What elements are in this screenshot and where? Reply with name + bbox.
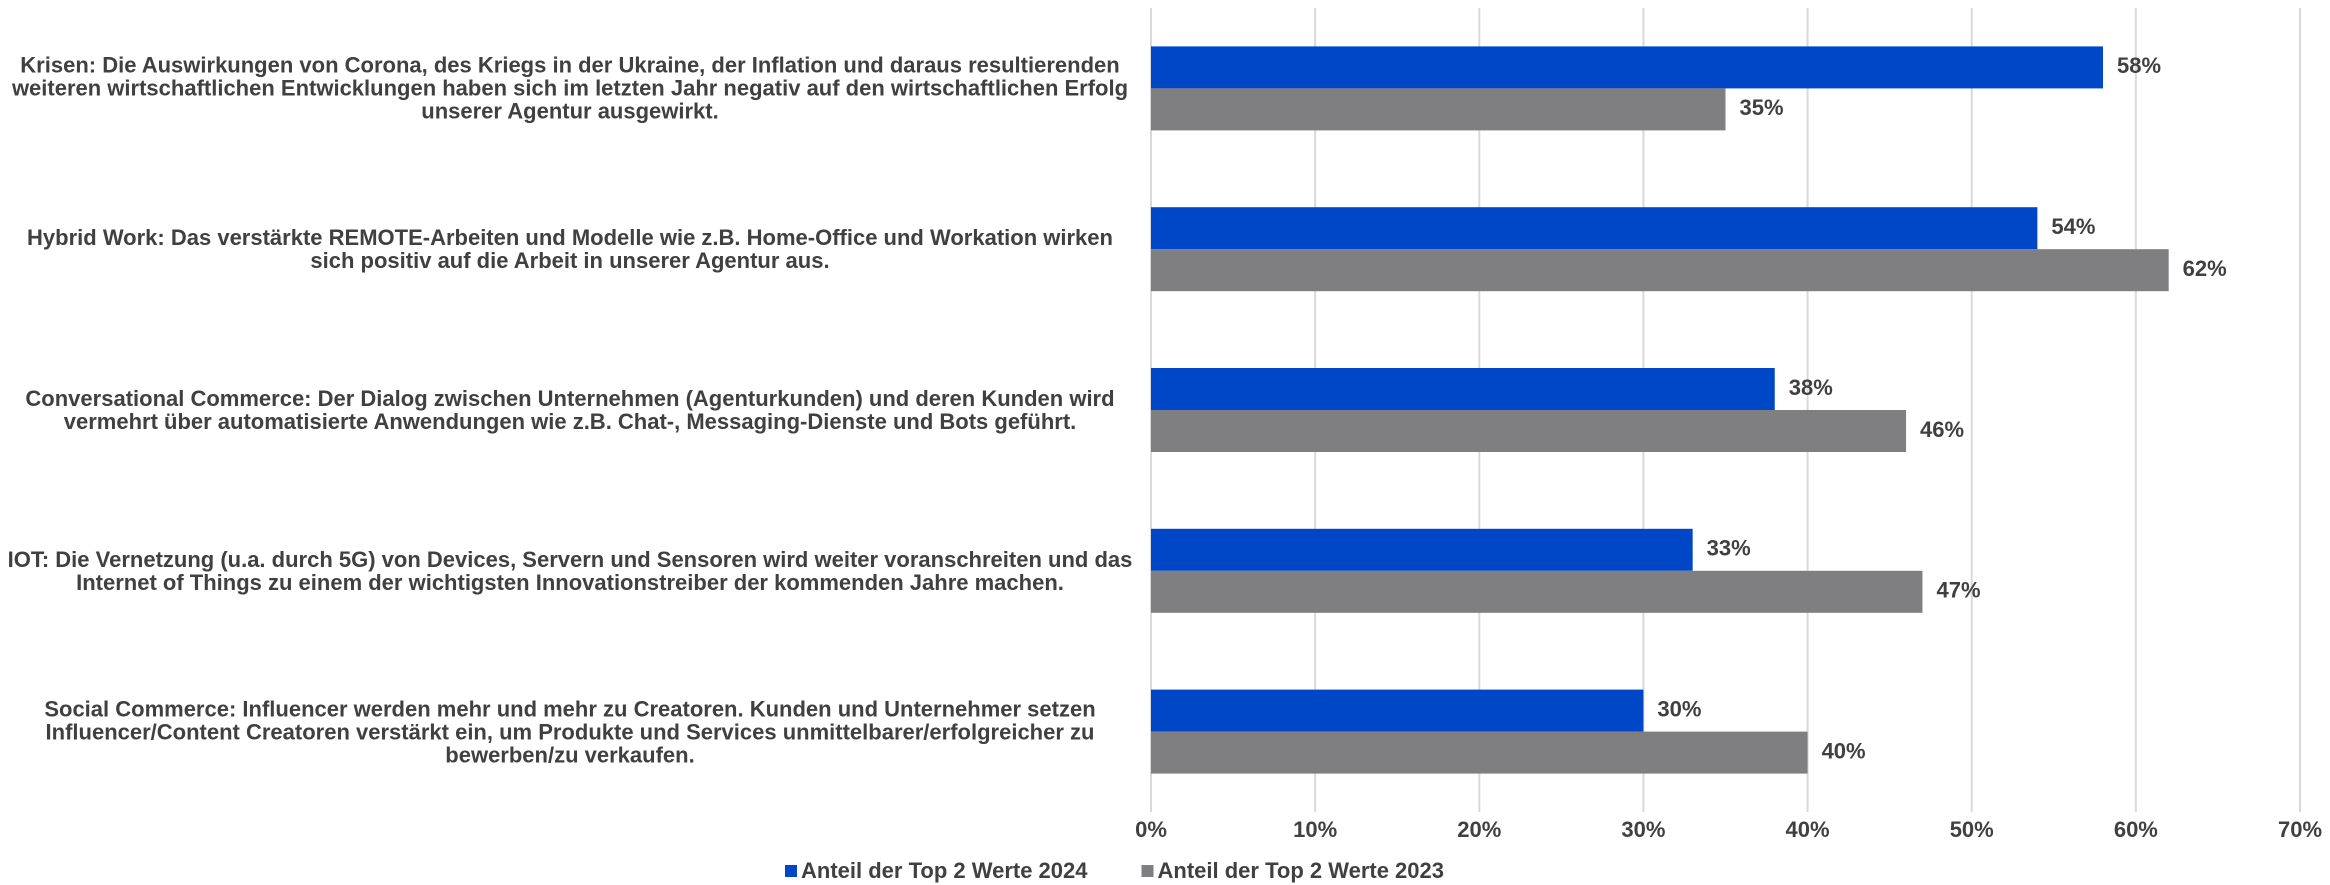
category-label: Social Commerce: Influencer werden mehr … [44,696,1096,768]
legend-label: Anteil der Top 2 Werte 2024 [801,858,1088,883]
data-label: 46% [1920,417,1964,442]
data-label: 58% [2117,53,2161,78]
x-tick-label: 70% [2278,817,2322,842]
bar [1151,689,1644,732]
data-label: 47% [1936,578,1980,603]
category-label: Conversational Commerce: Der Dialog zwis… [25,386,1115,434]
bar [1151,249,2169,292]
bar [1151,207,2038,250]
legend-marker [1141,865,1154,877]
bar [1151,570,1923,613]
data-label: 33% [1707,536,1751,561]
category-label: Hybrid Work: Das verstärkte REMOTE-Arbei… [27,225,1113,274]
x-tick-label: 0% [1135,817,1167,842]
bar [1151,731,1808,774]
data-label: 40% [1822,738,1866,763]
legend-label: Anteil der Top 2 Werte 2023 [1158,858,1445,883]
x-tick-label: 40% [1786,817,1830,842]
legend-marker [785,865,797,877]
x-tick-label: 60% [2114,817,2158,842]
bar [1151,368,1775,410]
x-tick-label: 10% [1293,817,1337,842]
x-tick-label: 50% [1950,817,1994,842]
data-label: 38% [1789,375,1833,400]
x-tick-label: 20% [1457,817,1501,842]
category-label: IOT: Die Vernetzung (u.a. durch 5G) von … [7,546,1133,595]
category-label: Krisen: Die Auswirkungen von Corona, des… [11,52,1129,124]
data-label: 35% [1740,95,1784,120]
data-label: 30% [1657,696,1701,721]
x-tick-label: 30% [1621,817,1665,842]
bar [1151,410,1907,452]
data-label: 54% [2051,214,2095,239]
bar [1151,528,1693,571]
data-label: 62% [2183,256,2227,281]
bar [1151,88,1726,131]
bar [1151,46,2104,89]
